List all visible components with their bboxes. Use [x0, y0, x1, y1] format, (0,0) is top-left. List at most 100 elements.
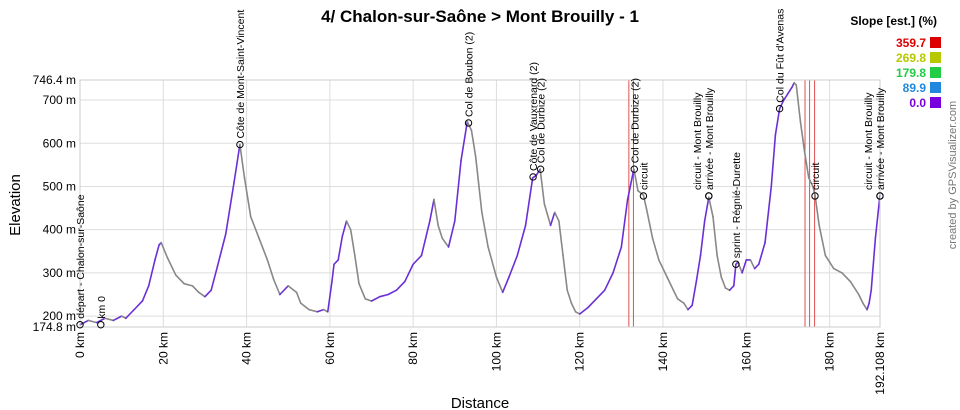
- waypoint-label: circuit: [638, 162, 650, 190]
- profile-segment: [651, 237, 660, 261]
- legend-swatch: [930, 52, 941, 63]
- profile-segment: [676, 298, 685, 304]
- profile-segment: [316, 308, 325, 313]
- profile-segment: [216, 233, 227, 268]
- waypoint-label: Côte de Mont-Saint-Vincent: [235, 10, 247, 139]
- profile-segment: [420, 220, 431, 257]
- waypoint-label: km 0: [96, 296, 108, 319]
- profile-segment: [712, 215, 718, 257]
- profile-segment: [603, 272, 614, 291]
- x-tick-label: 120 km: [573, 332, 587, 371]
- profile-segment: [612, 246, 623, 274]
- profile-segment: [543, 202, 552, 227]
- waypoint-label: circuit - Mont Brouilly: [692, 92, 704, 190]
- profile-segment: [637, 189, 645, 196]
- profile-segment: [757, 241, 766, 266]
- profile-segment: [358, 282, 367, 300]
- profile-segment: [481, 211, 489, 248]
- profile-segment: [832, 267, 843, 274]
- y-tick-label: 500 m: [43, 179, 76, 193]
- profile-segment: [720, 276, 727, 289]
- steep-markers: [628, 80, 816, 327]
- profile-segment: [249, 215, 260, 240]
- profile-segment: [695, 254, 702, 283]
- profile-segment: [345, 220, 352, 231]
- x-tick-label: 100 km: [489, 332, 503, 371]
- profile-segment: [104, 317, 115, 322]
- profile-segment: [243, 177, 252, 218]
- x-tick-label: 140 km: [656, 332, 670, 371]
- profile-segment: [691, 280, 698, 307]
- profile-segment: [626, 168, 635, 201]
- profile-segment: [295, 291, 302, 304]
- waypoint-marker: [76, 321, 84, 329]
- profile-segment: [133, 300, 144, 311]
- profile-segment: [716, 254, 723, 279]
- plot-frame: [79, 79, 881, 328]
- x-tick-label: 40 km: [240, 332, 254, 365]
- profile-segment: [441, 237, 450, 248]
- credit-text: created by GPSVisualizer.com: [947, 101, 959, 249]
- profile-segment: [620, 198, 629, 248]
- waypoint-marker: [630, 165, 638, 173]
- profile-segment: [160, 241, 169, 259]
- profile-segment: [224, 181, 235, 235]
- profile-segment: [535, 168, 541, 177]
- waypoint-label: sprint - Régnié-Durette: [731, 152, 743, 258]
- profile-segment: [782, 92, 789, 101]
- legend-value: 269.8: [896, 51, 926, 65]
- profile-segment: [272, 278, 281, 296]
- profile-segment: [191, 285, 200, 294]
- profile-segment: [210, 265, 219, 291]
- profile-segment: [204, 289, 212, 298]
- waypoint-marker: [811, 192, 819, 200]
- legend-swatch: [930, 37, 941, 48]
- profile-segment: [524, 177, 534, 227]
- profile-segment: [866, 302, 870, 311]
- profile-segment: [174, 274, 185, 285]
- profile-segment: [562, 254, 569, 291]
- y-tick-label: 746.4 m: [33, 73, 76, 87]
- profile-segment: [812, 185, 816, 196]
- y-tick-label: 700 m: [43, 93, 76, 107]
- x-tick-label: 160 km: [739, 332, 753, 371]
- profile-segment: [387, 289, 398, 296]
- profile-segment: [587, 298, 598, 309]
- profile-segment: [287, 285, 298, 294]
- profile-segment: [516, 224, 527, 257]
- profile-segment: [79, 319, 90, 326]
- x-tick-label: 192.108 km: [873, 332, 887, 395]
- profile-segment: [862, 302, 868, 311]
- profile-segment: [539, 168, 546, 205]
- profile-segment: [549, 211, 556, 227]
- waypoint-label: Col de Durbize (2): [629, 78, 641, 163]
- waypoint-marker: [97, 321, 105, 329]
- profile-segment: [326, 280, 333, 313]
- waypoint-marker: [876, 192, 884, 200]
- waypoint-label: circuit - Mont Brouilly: [863, 92, 875, 190]
- profile-segment: [708, 196, 714, 218]
- profile-segment: [379, 293, 389, 298]
- profile-segment: [870, 237, 877, 291]
- waypoint-marker: [236, 140, 244, 149]
- waypoint-label: départ - Chalon-sur-Saône: [75, 194, 87, 318]
- legend-swatch: [930, 97, 941, 108]
- profile-segment: [774, 107, 781, 136]
- profile-segment: [341, 220, 348, 237]
- x-axis-label: Distance: [451, 395, 509, 410]
- waypoint-label: arrivée - Mont Brouilly: [704, 87, 716, 190]
- y-tick-label: 300 m: [43, 266, 76, 280]
- profile-segment: [570, 302, 577, 313]
- profile-segment: [349, 228, 356, 257]
- waypoint-label: Col de Boubon (2): [464, 32, 476, 117]
- waypoint-label: circuit: [810, 162, 822, 190]
- profile-segment: [487, 246, 498, 279]
- profile-segment: [154, 244, 160, 261]
- profile-segment: [495, 276, 504, 294]
- profile-segment: [849, 280, 860, 296]
- profile-segment: [814, 194, 820, 227]
- profile-segment: [147, 259, 156, 287]
- profile-segment: [125, 308, 135, 320]
- profile-segment: [666, 276, 675, 291]
